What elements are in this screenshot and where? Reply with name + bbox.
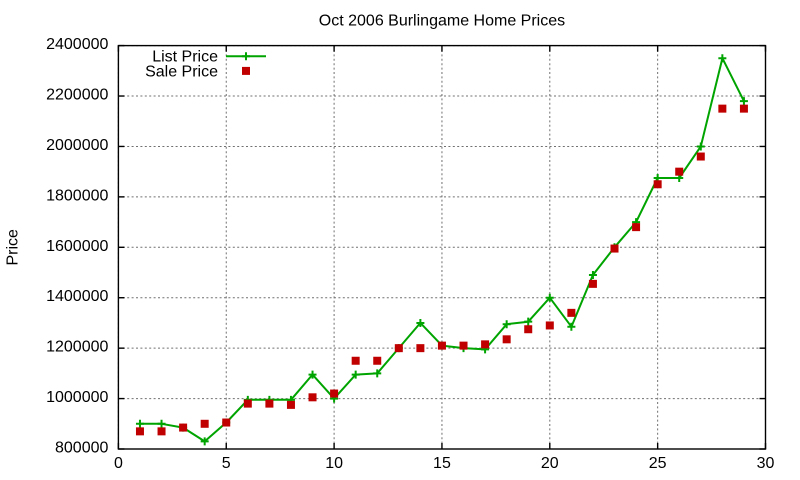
sale-price-point-marker	[567, 308, 576, 317]
list-price-point-marker	[135, 419, 144, 428]
list-price-point-marker	[157, 419, 166, 428]
y-tick-label: 2200000	[46, 87, 108, 104]
sale-price-point-marker	[459, 341, 468, 350]
x-tick-label: 25	[649, 455, 667, 472]
x-tick-label: 0	[114, 455, 123, 472]
list-price-point-marker	[545, 293, 554, 302]
chart-title: Oct 2006 Burlingame Home Prices	[319, 13, 565, 30]
list-price-point-marker	[718, 54, 727, 63]
y-tick-label: 2400000	[46, 36, 108, 53]
x-tick-label: 5	[222, 455, 231, 472]
sale-price-point-marker	[696, 152, 705, 161]
series-sale-price	[135, 104, 748, 436]
sale-price-point-marker	[373, 356, 382, 365]
y-tick-label: 2000000	[46, 137, 108, 154]
sale-price-point-marker	[179, 423, 188, 432]
sale-price-point-marker	[308, 393, 317, 402]
list-price-point-marker	[308, 370, 317, 379]
y-axis-tick-labels: 800000 1000000 1200000 1400000 1600000 180000…	[46, 36, 108, 456]
sale-price-point-marker	[610, 244, 619, 253]
sale-price-point-marker	[739, 104, 748, 113]
y-tick-label: 800000	[55, 440, 108, 457]
sale-price-point-marker	[653, 180, 662, 189]
sale-price-point-marker	[675, 167, 684, 176]
list-price-point-marker	[351, 370, 360, 379]
y-axis-label: Price	[5, 229, 22, 266]
sale-price-point-marker	[135, 427, 144, 436]
x-tick-label: 15	[433, 455, 451, 472]
sale-price-point-marker	[588, 279, 597, 288]
sale-price-point-marker	[394, 344, 403, 353]
list-price-point-marker	[588, 271, 597, 280]
plot-border-and-ticks	[117, 44, 767, 450]
x-tick-label: 20	[541, 455, 559, 472]
legend-sample-marker-sale-price	[242, 66, 250, 75]
sale-price-point-marker	[200, 419, 209, 428]
x-tick-label: 30	[757, 455, 775, 472]
sale-price-point-marker	[222, 418, 231, 427]
y-tick-label: 1400000	[46, 288, 108, 305]
list-price-point-marker	[200, 437, 209, 446]
list-price-point-marker	[739, 97, 748, 106]
sale-price-point-marker	[545, 321, 554, 330]
legend-entry-sale-price: Sale Price	[145, 64, 250, 81]
sale-price-point-marker	[351, 356, 360, 365]
legend-sample-marker-list-price	[242, 52, 250, 61]
legend-label-list-price: List Price	[152, 49, 218, 66]
y-tick-label: 1600000	[46, 238, 108, 255]
sale-price-point-marker	[243, 399, 252, 408]
sale-price-point-marker	[502, 335, 511, 344]
sale-price-point-marker	[481, 340, 490, 349]
list-price-point-marker	[567, 322, 576, 331]
y-axis-label-group: Price	[5, 229, 22, 266]
list-price-point-marker	[696, 142, 705, 151]
data-series	[135, 54, 748, 446]
y-tick-label: 1200000	[46, 339, 108, 356]
sale-price-point-marker	[157, 427, 166, 436]
list-price-point-marker	[416, 318, 425, 327]
sale-price-point-marker	[718, 104, 727, 113]
sale-price-point-marker	[416, 344, 425, 353]
sale-price-point-marker	[286, 400, 295, 409]
list-price-point-marker	[502, 320, 511, 329]
x-tick-label: 10	[325, 455, 343, 472]
legend-entry-list-price: List Price	[152, 49, 266, 66]
y-tick-label: 1800000	[46, 187, 108, 204]
sale-price-point-marker	[265, 399, 274, 408]
y-tick-label: 1000000	[46, 389, 108, 406]
list-price-point-marker	[373, 369, 382, 378]
sale-price-point-marker	[524, 325, 533, 334]
sale-price-point-marker	[437, 341, 446, 350]
legend-label-sale-price: Sale Price	[145, 64, 218, 81]
list-price-point-marker	[524, 317, 533, 326]
sale-price-point-marker	[330, 389, 339, 398]
x-axis-tick-labels: 0 5 10 15 20 25 30	[114, 455, 775, 472]
grid-lines	[117, 45, 766, 450]
sale-price-point-marker	[632, 223, 641, 232]
